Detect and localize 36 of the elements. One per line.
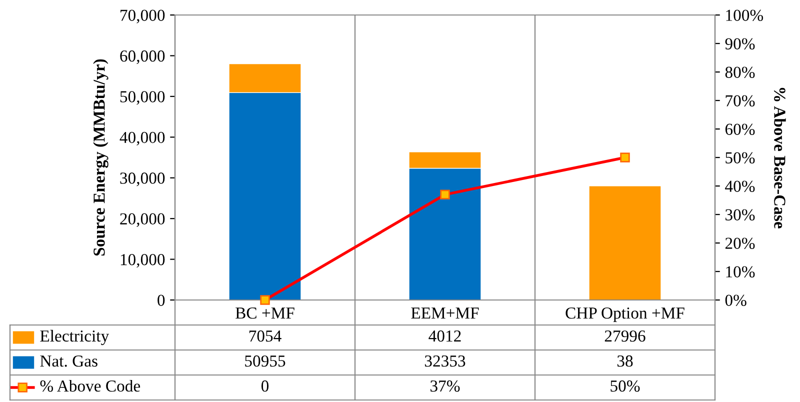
data-label: 4012 <box>428 330 461 342</box>
y-tick-label: 40,000 <box>120 132 165 146</box>
data-label: 38 <box>617 355 633 367</box>
data-label: 37% <box>430 380 460 392</box>
y2-tick-label: 30% <box>726 209 755 220</box>
y2-tick-label: 90% <box>725 38 755 50</box>
x-tick-label: BC +MF <box>236 307 294 319</box>
x-tick-label: EEM+MF <box>411 308 479 319</box>
y-tick-label: 20,000 <box>120 213 165 227</box>
y-tick-label: 30,000 <box>120 172 165 186</box>
y-axis-title: Source Energy (MMBtu/yr) <box>93 59 108 256</box>
y-tick-label: 50,000 <box>120 91 165 105</box>
data-label: 32353 <box>424 355 466 367</box>
data-label: 50955 <box>245 355 286 367</box>
y-tick-label: 60,000 <box>120 50 165 64</box>
y-tick-label: 10,000 <box>120 254 165 268</box>
legend-label: Nat. Gas <box>40 355 98 367</box>
y2-tick-label: 50% <box>726 152 755 164</box>
y-tick-label: 70,000 <box>120 10 165 24</box>
legend-label: % Above Code <box>40 380 140 392</box>
y-tick-label: 0 <box>158 294 165 306</box>
y2-tick-label: 0% <box>725 294 746 306</box>
y2-tick-label: 40% <box>725 180 755 192</box>
y2-tick-label: 10% <box>726 266 755 278</box>
y2-axis-title: % Above Base-Case <box>774 88 786 228</box>
data-label: 50% <box>610 380 640 392</box>
y2-tick-label: 100% <box>726 10 764 21</box>
y2-tick-label: 60% <box>725 124 755 135</box>
y2-tick-label: 80% <box>725 66 755 78</box>
data-label: 27996 <box>604 330 646 342</box>
legend-label: Electricity <box>40 330 110 346</box>
data-label: 0 <box>261 380 269 392</box>
y2-tick-label: 70% <box>726 95 755 106</box>
x-tick-label: CHP Option +MF <box>566 307 684 322</box>
data-label: 7054 <box>249 330 282 342</box>
y2-tick-label: 20% <box>725 238 755 249</box>
